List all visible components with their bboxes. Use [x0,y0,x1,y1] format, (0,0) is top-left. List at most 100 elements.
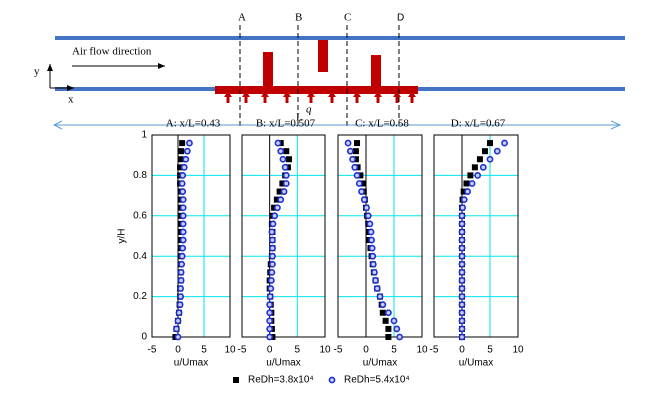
point [458,293,466,300]
point [179,196,187,204]
plot-frame [241,134,326,338]
point [346,147,354,155]
point [355,180,363,187]
point [178,252,186,260]
legend-label: ReDh=3.8x10⁴ [248,375,314,386]
plot: -5 0 5 10 C: x/L=0.58 u/Umax [334,118,428,369]
point [493,147,501,155]
point [366,220,374,228]
point [364,212,372,220]
point [458,260,466,268]
point [458,309,466,317]
point [180,163,188,171]
point [501,139,508,147]
heat-arrow-head [307,91,315,97]
point [458,333,466,341]
point [173,325,180,333]
x-tick-label: 0 [363,345,369,356]
point [390,317,398,325]
point [269,260,276,268]
x-tick-label: 5 [487,345,493,356]
x-label: x [68,94,74,106]
x-tick-label: 10 [224,345,236,356]
heat-arrow-head [353,91,361,97]
point [458,236,466,244]
point [487,140,493,147]
section-lines [239,25,400,126]
y-tick-label: 0 [141,332,147,343]
point [479,163,487,171]
point [176,301,184,309]
point [183,147,191,155]
point [267,285,275,292]
point [471,164,478,171]
plot-title: C: x/L=0.58 [355,118,409,130]
point [460,188,467,195]
point [182,155,190,163]
x-axis-label: u/Umax [174,358,208,369]
x-tick-label: -5 [238,345,247,356]
x-tick-label: 5 [391,345,397,356]
point [382,317,389,324]
point [177,293,184,300]
point [379,309,386,316]
x-tick-label: -5 [430,345,439,356]
point [175,309,183,317]
plot-frame [433,134,519,338]
section-label: D [397,13,404,24]
y-tick-label: 1 [141,130,147,141]
point [266,325,274,333]
legend-swatch [233,377,239,383]
plot: -5 0 5 10 D: x/L=0.67 u/Umax [430,118,524,369]
point [458,268,466,276]
heat-arrow-head [374,91,382,97]
point [354,140,361,147]
x-tick-label: -5 [334,345,343,356]
point [177,156,184,163]
point [174,333,182,341]
point [458,212,466,220]
point [349,155,356,163]
point [273,196,280,203]
rib [371,55,381,87]
x-tick-label: 5 [295,345,301,356]
point [476,156,483,163]
section-label: A [238,12,246,24]
legend-label: ReDh=5.4x10⁴ [344,375,410,386]
rib [318,40,328,72]
x-tick-label: 0 [459,345,465,356]
point [367,228,375,236]
point [174,317,182,325]
point [372,277,379,284]
point [178,260,186,268]
point [344,139,352,147]
point [281,163,289,171]
point [458,252,466,260]
point [468,180,476,187]
point [269,244,276,252]
point [481,148,488,155]
y-tick-label: 0.6 [133,210,147,221]
point [266,301,274,309]
point [282,171,290,179]
point [379,301,387,309]
point [458,325,466,333]
plot-frame [337,134,423,338]
point [178,180,186,187]
point [385,325,392,332]
point [396,333,403,341]
point [458,317,466,325]
point [486,155,494,163]
y-tick-label: 0.2 [133,291,147,302]
point [467,172,474,179]
point [393,325,401,333]
heat-arrow-head [242,91,250,97]
point [179,188,187,195]
point [376,293,384,300]
plot-area [152,135,230,337]
point [352,148,359,155]
heat-arrows [224,91,416,103]
point [369,252,377,260]
heat-arrow-head [408,91,416,97]
